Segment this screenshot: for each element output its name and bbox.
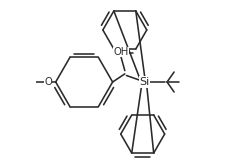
Text: Si: Si — [139, 77, 149, 87]
Text: OH: OH — [113, 47, 128, 57]
Text: O: O — [44, 77, 52, 87]
